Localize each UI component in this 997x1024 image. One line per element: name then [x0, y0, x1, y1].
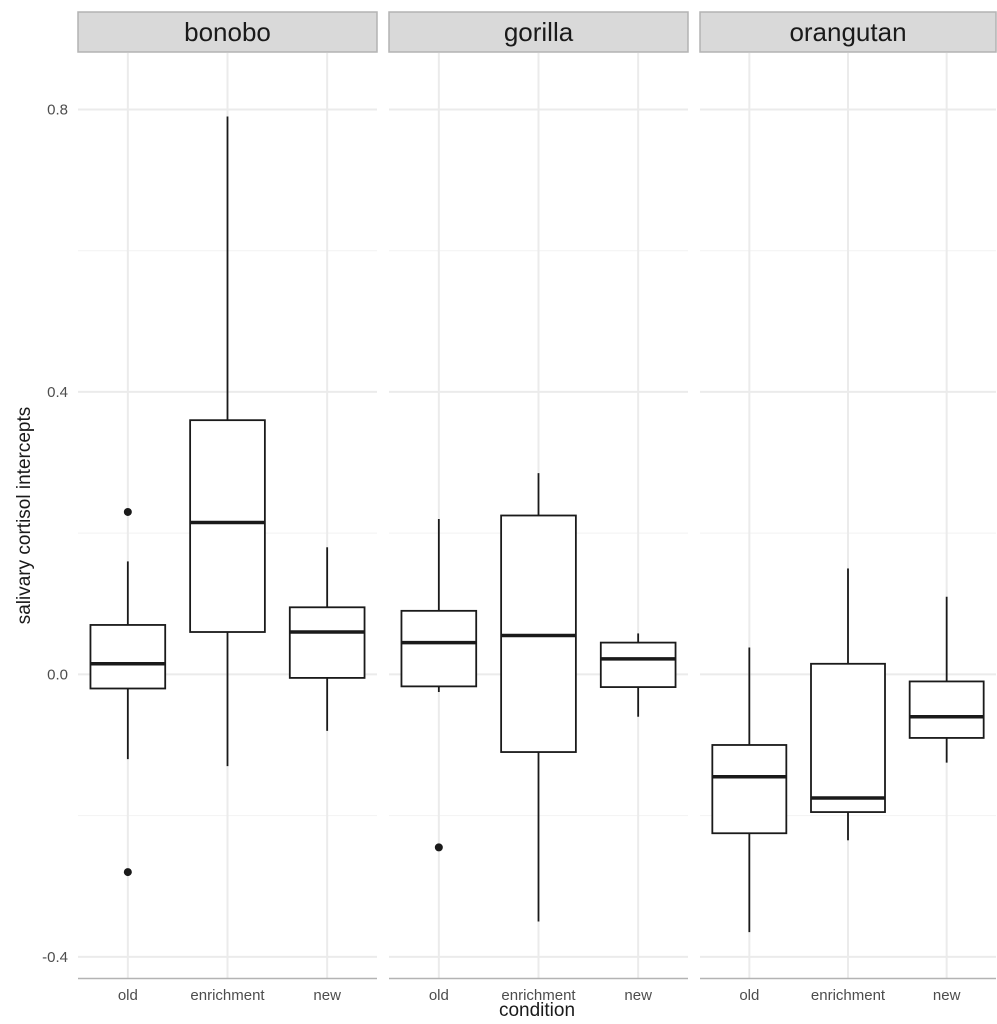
panel-gorilla: gorilla old enrichment new [388, 11, 689, 1004]
box-gorilla-old [400, 519, 478, 852]
box-iqr [500, 514, 577, 753]
outlier-point [123, 868, 132, 877]
outlier-point [434, 843, 443, 852]
strip-label: bonobo [184, 17, 271, 47]
y-tick-label: 0.0 [47, 666, 68, 683]
x-tick-label: enrichment [811, 987, 886, 1004]
x-tick-label: new [624, 987, 652, 1004]
box-iqr [89, 624, 167, 690]
strip-label: gorilla [504, 17, 574, 47]
strip-orangutan [699, 11, 997, 53]
box-orangutan-old [711, 647, 788, 933]
panel-bonobo: bonobo old enrichment new [77, 11, 378, 1004]
x-axis-title: condition [499, 1000, 575, 1021]
box-bonobo-enrichment [189, 116, 266, 767]
box-orangutan-new [908, 596, 985, 763]
box-orangutan-enrichment [810, 568, 886, 841]
x-tick-label: old [739, 987, 759, 1004]
box-iqr [599, 641, 677, 688]
box-iqr [810, 662, 886, 813]
x-tick-label: enrichment [190, 987, 265, 1004]
outlier-point [123, 507, 132, 516]
box-iqr [908, 680, 985, 739]
strip-gorilla [388, 11, 689, 53]
y-tick-label: -0.4 [42, 949, 68, 966]
x-tick-label: enrichment [501, 987, 576, 1004]
y-axis: -0.4 0.0 0.4 0.8 [42, 101, 68, 965]
x-tick-label: new [933, 987, 961, 1004]
panel-orangutan: orangutan old enrichment new [699, 11, 997, 1004]
box-iqr [189, 419, 266, 633]
facet-panels: bonobo old enrichment new gorilla old enrichme… [77, 11, 997, 1004]
x-tick-label: old [429, 987, 449, 1004]
box-iqr [711, 744, 788, 835]
y-axis-title: salivary cortisol intercepts [14, 407, 35, 625]
y-tick-label: 0.8 [47, 101, 68, 118]
box-bonobo-old [89, 507, 167, 877]
box-gorilla-new [599, 633, 677, 717]
box-gorilla-enrichment [500, 473, 577, 922]
box-bonobo-new [288, 547, 366, 731]
x-tick-label: new [313, 987, 341, 1004]
strip-label: orangutan [789, 17, 906, 47]
strip-bonobo [77, 11, 378, 53]
y-tick-label: 0.4 [47, 384, 68, 401]
box-iqr [400, 609, 478, 688]
box-iqr [288, 606, 366, 679]
x-tick-label: old [118, 987, 138, 1004]
